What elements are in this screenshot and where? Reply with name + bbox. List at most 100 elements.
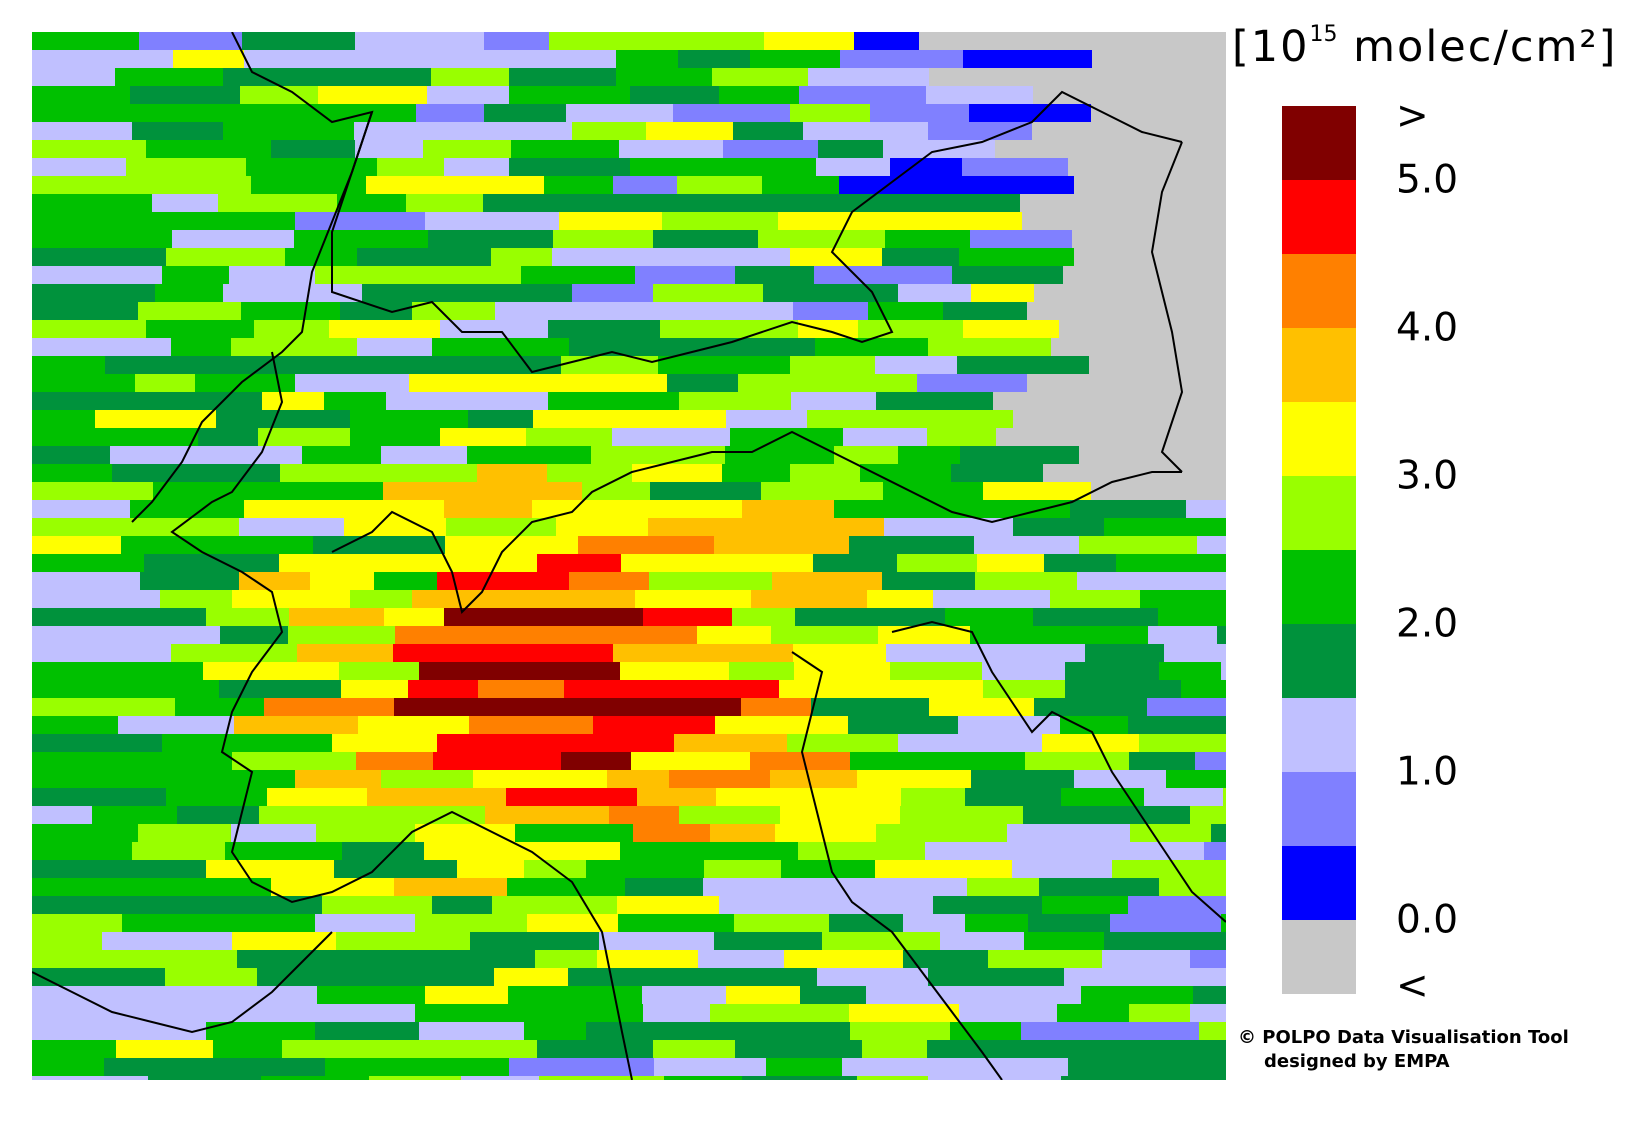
data-pixel [1166,770,1226,789]
data-pixel [122,914,183,933]
data-pixel [32,950,152,969]
data-pixel [1163,446,1226,465]
data-pixel [1160,374,1226,393]
data-pixel [850,1022,951,1041]
data-pixel [358,716,470,735]
data-pixel [719,86,800,105]
data-pixel [829,914,904,933]
data-pixel [963,50,1093,69]
data-pixel [356,104,417,123]
data-pixel [32,536,122,555]
data-pixel [848,716,959,735]
data-pixel [632,464,723,483]
boundary-line [170,351,633,1080]
data-pixel [445,266,522,285]
data-pixel [440,428,527,447]
data-pixel [781,860,876,879]
data-pixel [237,1004,346,1023]
data-pixel [162,734,247,753]
data-pixel [356,752,434,771]
data-pixel [537,1040,654,1059]
data-pixel [677,176,763,195]
data-pixel [1051,338,1141,357]
data-pixel [967,878,1040,897]
colorbar-segment [1282,920,1356,994]
colorbar-segment [1282,550,1356,624]
data-pixel [428,230,554,249]
data-pixel [1183,248,1226,267]
data-pixel [1122,284,1226,303]
colorbar-segment [1282,180,1356,254]
data-pixel [132,842,226,861]
colorbar-segment [1282,106,1356,180]
data-pixel [444,608,560,627]
data-pixel [473,770,608,789]
data-pixel [732,608,796,627]
data-pixel [138,824,232,843]
colorbar-tick-label: > [1396,93,1429,139]
data-pixel [172,230,295,249]
data-pixel [1027,302,1095,321]
data-pixel [223,68,341,87]
data-pixel [653,698,742,717]
data-pixel [154,626,221,645]
data-pixel [630,158,692,177]
credits: © POLPO Data Visualisation Tool designed… [1238,1026,1569,1074]
data-pixel [140,572,240,591]
data-pixel [32,356,106,375]
data-pixel [219,680,342,699]
data-pixel [1034,284,1123,303]
data-pixel [494,968,569,987]
boundary-line [331,430,1182,614]
data-pixel [484,32,550,51]
data-pixel [32,572,141,591]
data-pixel [153,482,257,501]
data-pixel [477,464,548,483]
boundary-line [131,32,374,523]
data-pixel [32,608,107,627]
data-pixel [1209,140,1226,159]
data-pixel [983,482,1092,501]
data-pixel [171,176,252,195]
data-pixel [898,284,972,303]
data-pixel [302,446,382,465]
data-pixel [409,374,494,393]
data-pixel [957,986,1082,1005]
data-pixel [213,1040,283,1059]
data-pixel [350,410,469,429]
data-pixel [166,248,286,267]
data-pixel [617,896,720,915]
data-pixel [1023,806,1087,825]
data-pixel [367,788,507,807]
data-pixel [323,500,445,519]
data-pixel [1039,878,1160,897]
data-pixel [315,266,446,285]
data-pixel [457,860,525,879]
data-pixel [218,194,338,213]
data-pixel [198,428,259,447]
data-pixel [32,248,167,267]
data-pixel [280,464,374,483]
data-pixel [883,482,984,501]
data-pixel [646,122,734,141]
data-pixel [432,896,493,915]
data-pixel [618,914,735,933]
data-pixel [568,968,707,987]
data-pixel [669,770,771,789]
data-pixel [673,104,791,123]
data-pixel [1190,950,1226,969]
data-pixel [609,806,680,825]
data-pixel [971,284,1035,303]
data-pixel [1068,158,1181,177]
data-pixel [532,500,631,519]
data-pixel [506,788,638,807]
data-pixel [138,302,242,321]
data-pixel [1057,1004,1130,1023]
data-pixel [857,1076,929,1080]
data-pixel [425,986,509,1005]
data-pixel [653,230,759,249]
data-pixel [952,266,1064,285]
data-pixel [957,356,1090,375]
data-pixel [653,1040,736,1059]
data-pixel [406,194,484,213]
